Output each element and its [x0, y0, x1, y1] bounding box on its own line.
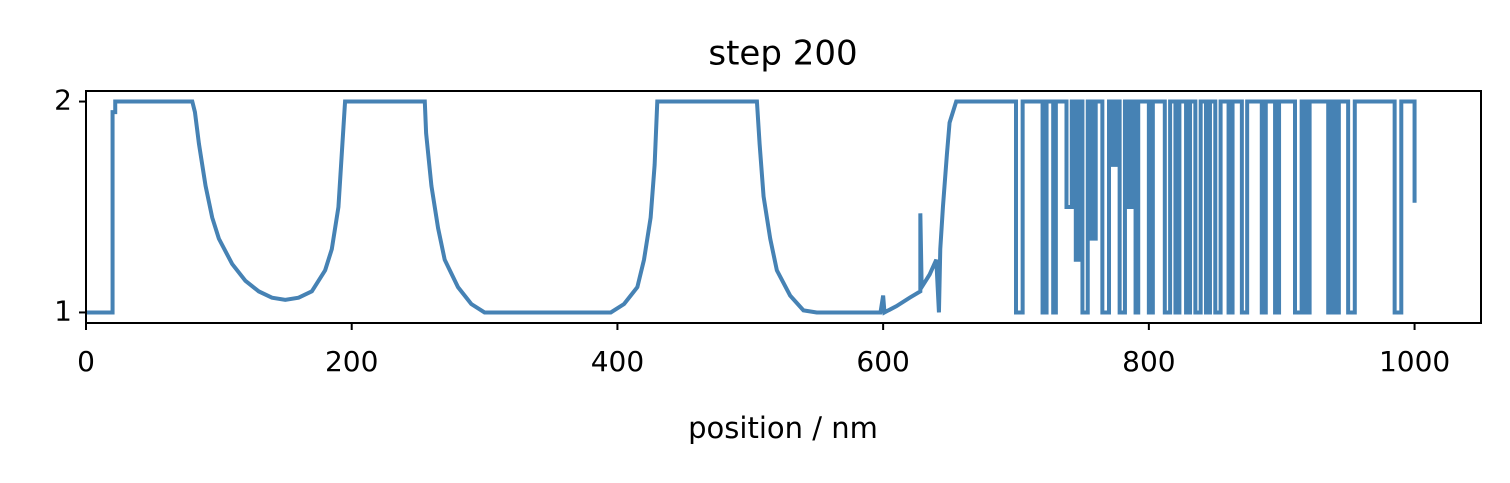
- x-tick-label: 1000: [1379, 345, 1450, 378]
- x-axis-label: position / nm: [688, 411, 878, 445]
- y-tick-label: 2: [54, 84, 72, 117]
- plot-frame: [85, 90, 1482, 324]
- x-tick-label: 0: [77, 345, 95, 378]
- x-tick-label: 200: [325, 345, 378, 378]
- x-tick-label: 400: [591, 345, 644, 378]
- x-tick-label: 800: [1122, 345, 1175, 378]
- data-line: [86, 99, 1417, 316]
- x-tick-label: 600: [856, 345, 909, 378]
- chart-title: step 200: [708, 34, 857, 74]
- y-tick-label: 1: [54, 294, 72, 327]
